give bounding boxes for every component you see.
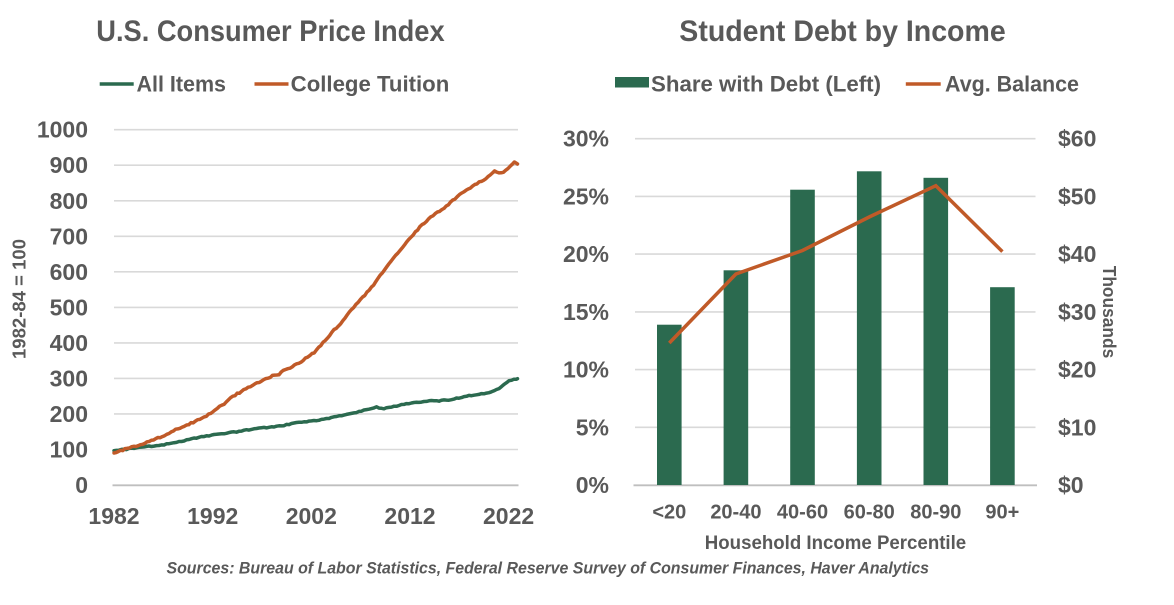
svg-text:20%: 20% (563, 241, 609, 267)
svg-text:All Items: All Items (137, 72, 227, 97)
svg-text:400: 400 (50, 330, 88, 356)
svg-text:0%: 0% (576, 472, 609, 498)
svg-text:2002: 2002 (286, 503, 337, 529)
svg-text:College Tuition: College Tuition (291, 72, 450, 97)
svg-text:200: 200 (50, 401, 88, 427)
svg-text:2012: 2012 (384, 503, 435, 529)
svg-text:$20: $20 (1058, 357, 1096, 383)
svg-text:40-60: 40-60 (777, 502, 828, 524)
svg-text:Avg. Balance: Avg. Balance (945, 72, 1079, 97)
svg-text:$30: $30 (1058, 299, 1096, 325)
svg-text:60-80: 60-80 (844, 502, 895, 524)
svg-text:$60: $60 (1058, 126, 1096, 152)
svg-text:1992: 1992 (187, 503, 238, 529)
svg-text:700: 700 (50, 223, 88, 249)
svg-text:90+: 90+ (985, 502, 1019, 524)
svg-text:80-90: 80-90 (910, 502, 961, 524)
svg-text:$0: $0 (1058, 472, 1084, 498)
svg-text:25%: 25% (563, 183, 609, 209)
svg-text:100: 100 (50, 437, 88, 463)
svg-text:600: 600 (50, 259, 88, 285)
svg-text:1982: 1982 (88, 503, 139, 529)
svg-text:500: 500 (50, 294, 88, 320)
svg-text:20-40: 20-40 (710, 502, 761, 524)
svg-text:Student Debt by Income: Student Debt by Income (679, 15, 1005, 48)
svg-text:$10: $10 (1058, 414, 1096, 440)
svg-text:15%: 15% (563, 299, 609, 325)
svg-text:$40: $40 (1058, 241, 1096, 267)
svg-text:$50: $50 (1058, 183, 1096, 209)
svg-text:5%: 5% (576, 414, 609, 440)
svg-text:U.S. Consumer Price Index: U.S. Consumer Price Index (96, 15, 445, 48)
svg-text:1000: 1000 (37, 117, 88, 143)
svg-text:Share with Debt (Left): Share with Debt (Left) (651, 72, 881, 97)
svg-text:800: 800 (50, 188, 88, 214)
svg-text:10%: 10% (563, 357, 609, 383)
svg-text:0: 0 (75, 472, 88, 498)
svg-text:Household Income Percentile: Household Income Percentile (705, 532, 967, 554)
svg-text:Thousands: Thousands (1099, 266, 1119, 359)
svg-text:1982-84 = 100: 1982-84 = 100 (10, 239, 30, 359)
svg-text:30%: 30% (563, 126, 609, 152)
svg-text:900: 900 (50, 152, 88, 178)
svg-text:<20: <20 (652, 502, 686, 524)
svg-text:Sources: Bureau of Labor Stati: Sources: Bureau of Labor Statistics, Fed… (167, 560, 930, 578)
svg-text:2022: 2022 (483, 503, 534, 529)
svg-text:300: 300 (50, 365, 88, 391)
